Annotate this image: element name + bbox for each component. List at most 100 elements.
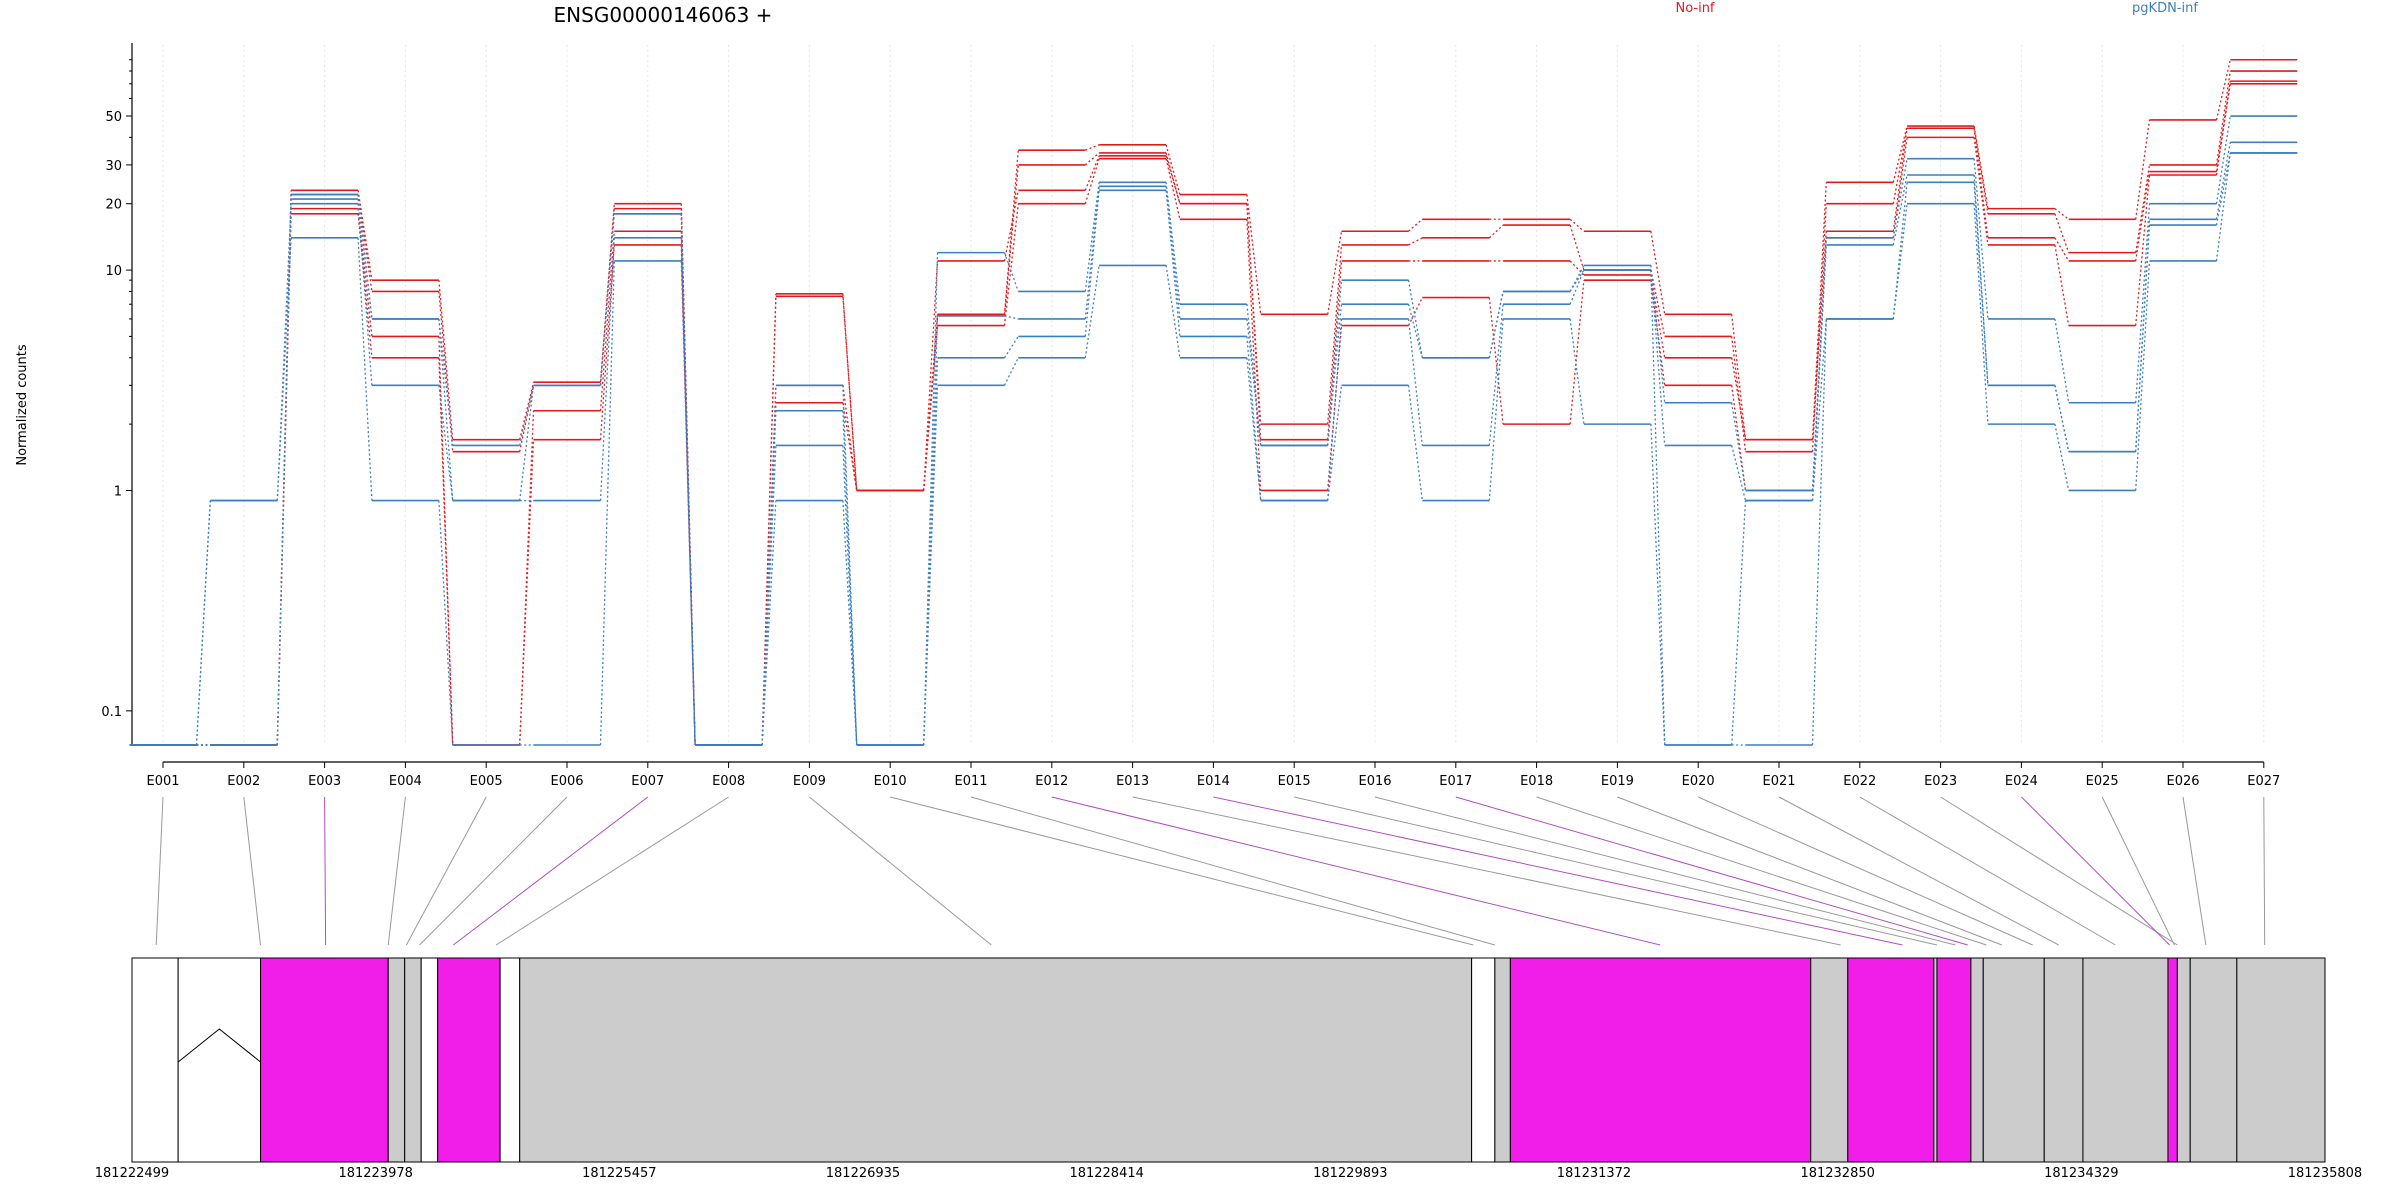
series-connector: [1892, 128, 1908, 232]
x-tick-label: E002: [227, 774, 260, 789]
y-tick-label: 20: [105, 198, 122, 213]
series-connector: [1165, 158, 1181, 220]
series-connector: [599, 203, 615, 383]
x-tick-label: E003: [308, 774, 341, 789]
series-connector: [1003, 203, 1019, 326]
y-axis-label: Normalized counts: [15, 344, 30, 466]
series-connector: [1811, 318, 1827, 746]
series-connector: [1569, 260, 1585, 276]
exon-segment: [1847, 957, 1935, 1163]
series-connector: [1003, 336, 1019, 359]
exon-segment: [519, 957, 1473, 1163]
series-connector: [1327, 260, 1343, 440]
series-connector: [1811, 318, 1827, 501]
legend-no-inf: No-inf: [1675, 1, 1714, 16]
series-connector: [2215, 83, 2231, 176]
series-connector: [1004, 315, 1019, 320]
series-connector: [1488, 304, 1504, 446]
series-lines: [129, 58, 2298, 746]
series-connector: [357, 208, 373, 337]
series-connector: [761, 445, 777, 746]
series-connector: [1731, 336, 1747, 452]
series-connector: [1569, 280, 1585, 425]
series-connector: [357, 194, 373, 292]
x-tick-label: E024: [2005, 774, 2038, 789]
series-connector: [357, 190, 373, 281]
x-tick-label: E017: [1439, 774, 1472, 789]
series-connector: [1811, 244, 1827, 501]
series-connector: [1650, 270, 1666, 446]
series-connector: [1246, 219, 1262, 491]
series-connector: [1892, 203, 1908, 320]
legend-pgkdn-inf: pgKDN-inf: [2132, 1, 2198, 16]
x-tick-label: E011: [954, 774, 987, 789]
series-connector: [842, 293, 858, 491]
series-connector: [1408, 237, 1423, 246]
exon-segment: [1970, 957, 1984, 1163]
y-tick-label: 30: [105, 159, 122, 174]
coordinate-tick-label: 181234329: [2044, 1166, 2118, 1181]
chart-title: ENSG00000146063 +: [554, 3, 773, 27]
series-connector: [1003, 190, 1019, 262]
series-connector: [761, 296, 777, 746]
series-connector: [1892, 174, 1908, 246]
exon-link: [405, 796, 487, 946]
series-No-inf: [129, 70, 2298, 746]
series-connector: [438, 318, 454, 446]
series-connector: [1488, 318, 1504, 501]
series-connector: [1003, 357, 1019, 386]
x-tick-label: E010: [874, 774, 907, 789]
series-connector: [2135, 203, 2151, 403]
series-connector: [1327, 244, 1343, 425]
coordinate-tick-label: 181223978: [338, 1166, 412, 1181]
series-connector: [1327, 231, 1343, 315]
series-connector: [1246, 318, 1262, 446]
series-connector: [1084, 152, 1100, 166]
series-connector: [357, 213, 373, 358]
exon-segment: [1509, 957, 1812, 1163]
exon-segment: [131, 957, 179, 1163]
series-connector: [1569, 318, 1585, 425]
series-connector: [438, 500, 454, 746]
series-connector: [2215, 152, 2231, 226]
y-tick-label: 1: [114, 484, 122, 499]
series-connector: [2054, 385, 2070, 452]
x-tick-label: E007: [631, 774, 664, 789]
series-connector: [1731, 314, 1747, 440]
exon-link: [453, 796, 649, 946]
exon-segment: [1494, 957, 1511, 1163]
series-connector: [2215, 115, 2231, 204]
coordinate-tick-label: 181231372: [1557, 1166, 1631, 1181]
series-connector: [1246, 336, 1262, 501]
series-connector: [842, 385, 858, 746]
exon-link: [2182, 796, 2207, 946]
coordinate-tick-label: 181235808: [2288, 1166, 2362, 1181]
x-tick-label: E027: [2247, 774, 2280, 789]
series-connector: [923, 385, 939, 746]
series-connector: [761, 500, 777, 746]
exon-link: [890, 796, 1474, 946]
series-connector: [1246, 203, 1262, 440]
exon-link: [2021, 796, 2170, 946]
series-connector: [1084, 265, 1100, 358]
coordinate-tick-label: 181228414: [1069, 1166, 1143, 1181]
x-tick-label: E016: [1358, 774, 1391, 789]
series-connector: [1327, 304, 1343, 446]
exon-link: [419, 796, 568, 946]
exon-segment: [420, 957, 439, 1163]
series-connector: [842, 296, 858, 491]
series-connector: [1165, 190, 1181, 337]
exon-segment: [2176, 957, 2191, 1163]
coordinate-tick-label: 181225457: [582, 1166, 656, 1181]
x-tick-label: E015: [1278, 774, 1311, 789]
exon-link: [155, 796, 164, 946]
series-connector: [2215, 152, 2231, 262]
exon-segment: [1810, 957, 1849, 1163]
x-tick-label: E025: [2086, 774, 2119, 789]
series-connector: [1892, 182, 1908, 320]
exon-link: [1294, 796, 1938, 946]
series-pgKDN-inf: [129, 152, 2298, 746]
series-connector: [195, 500, 211, 746]
series-connector: [2135, 219, 2151, 452]
